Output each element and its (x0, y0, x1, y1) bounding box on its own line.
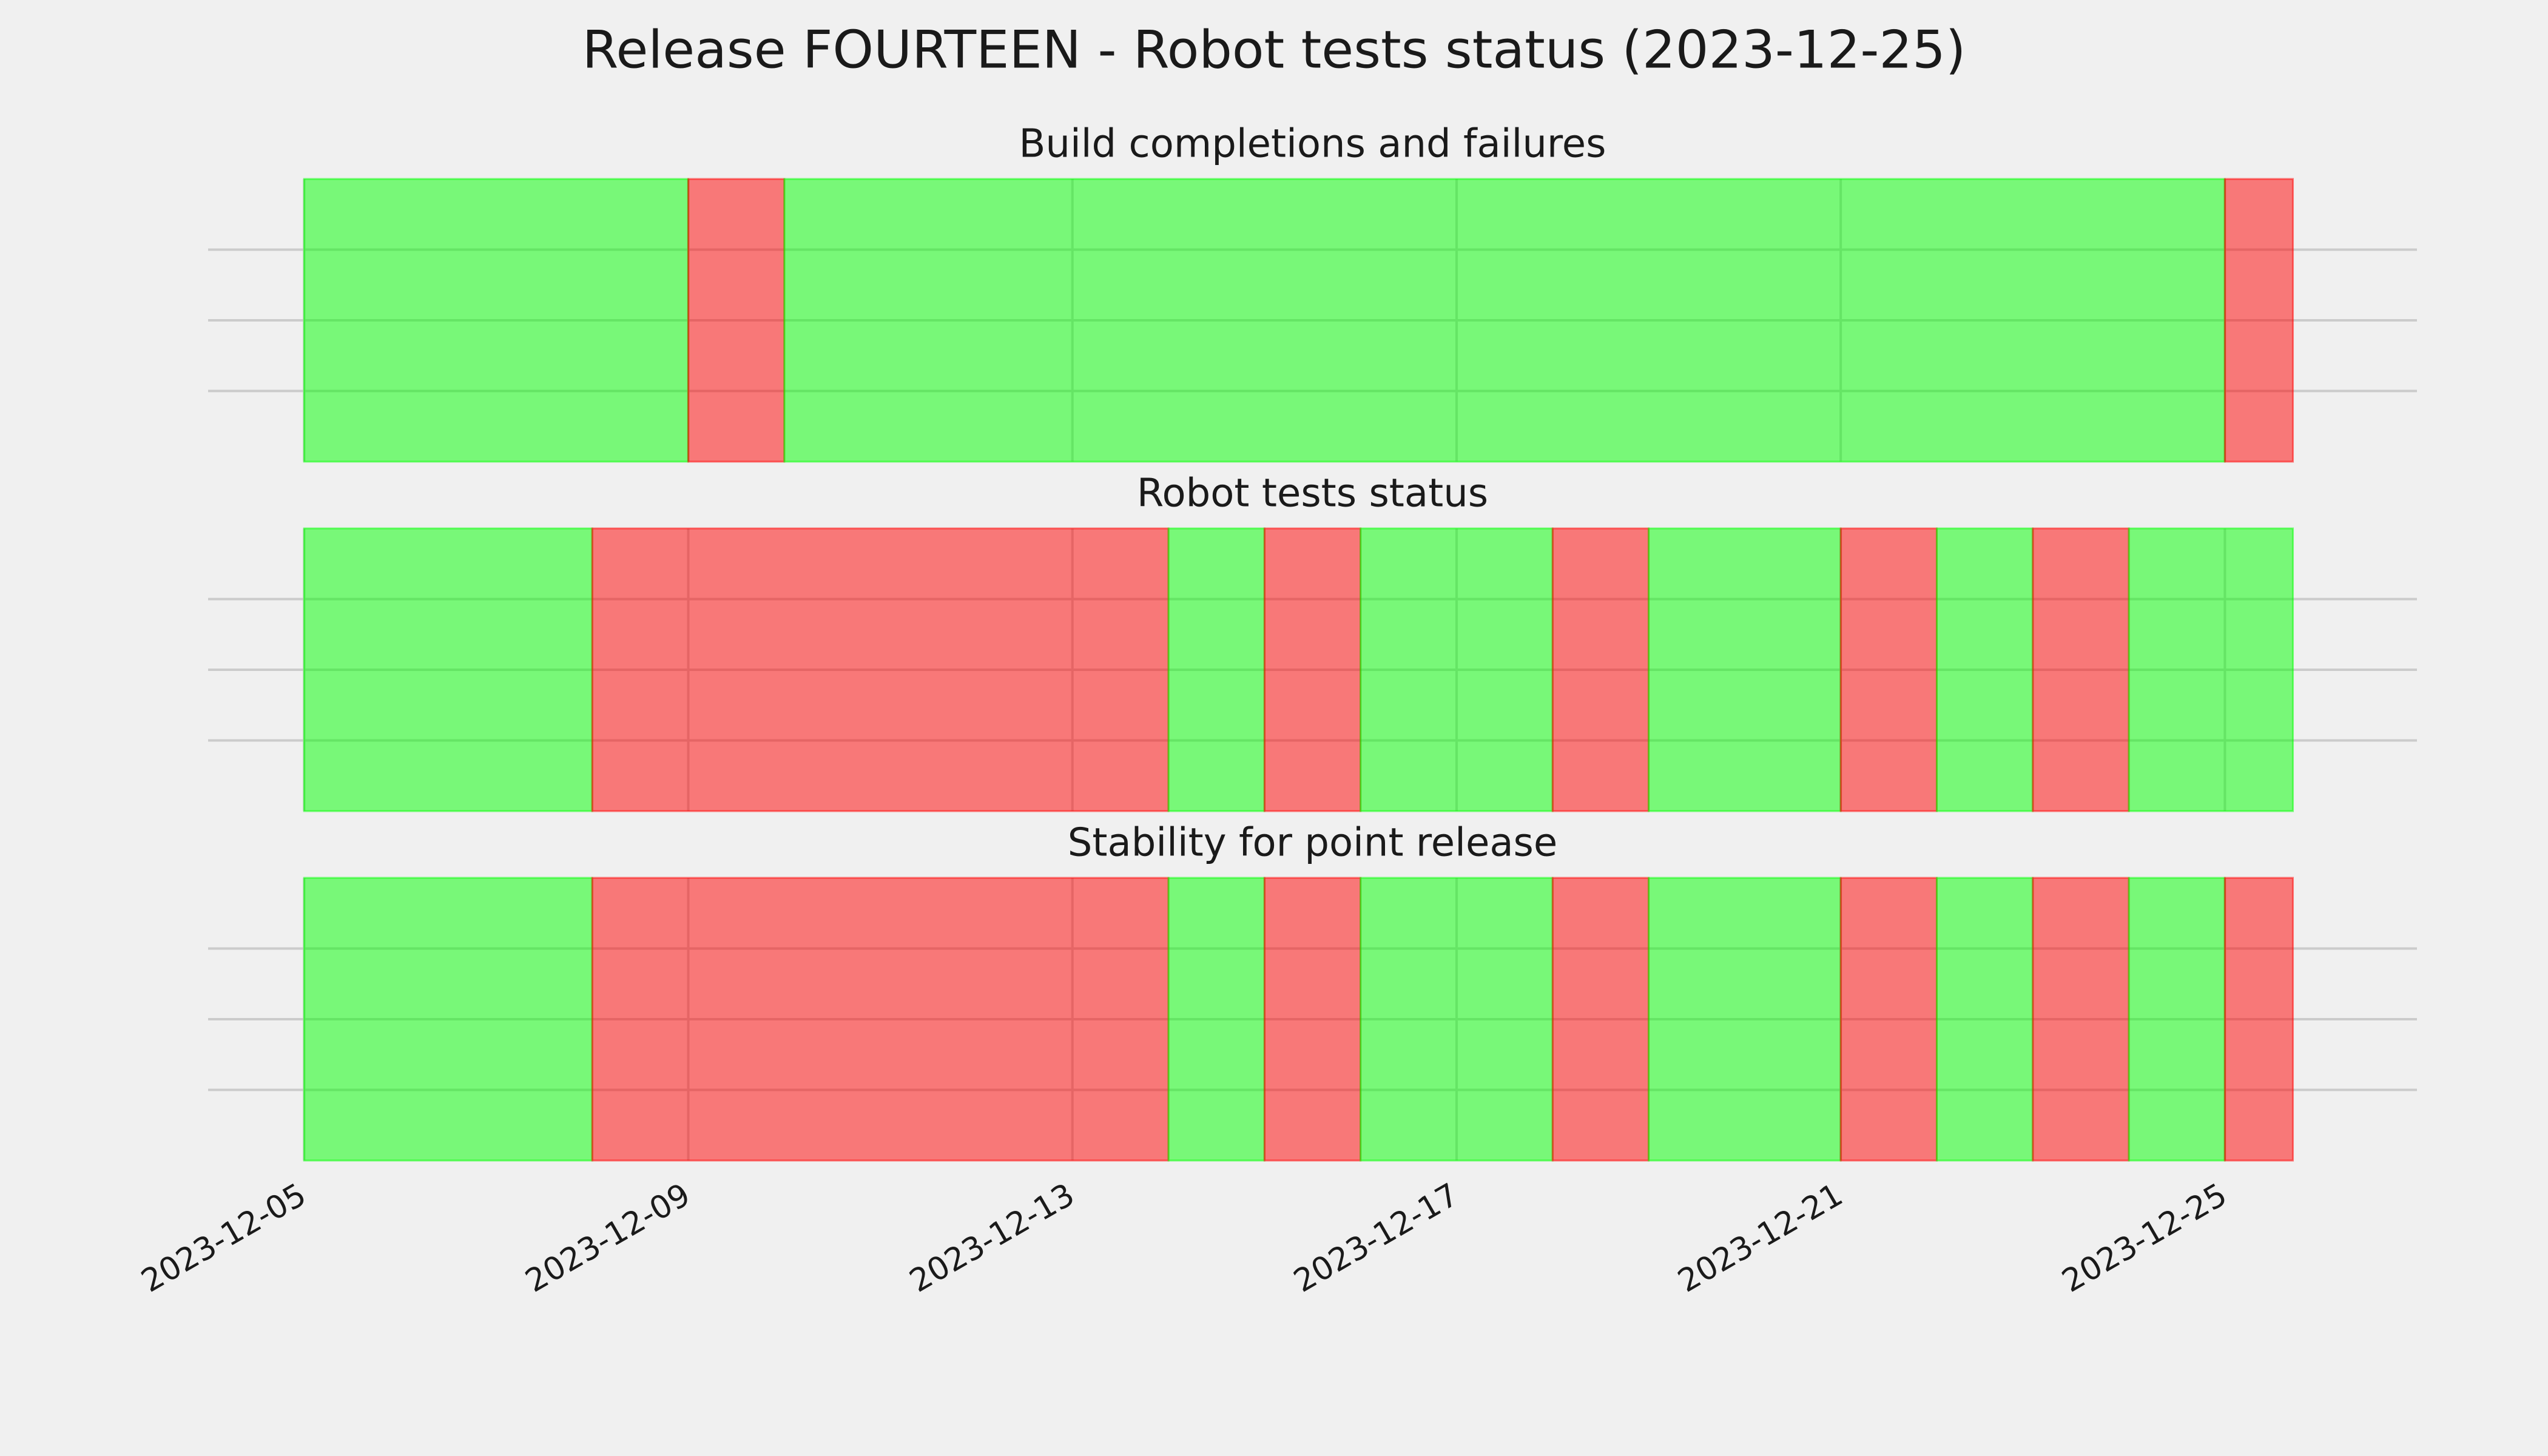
panel-title: Build completions and failures (1019, 122, 1606, 167)
status-span (1935, 527, 2034, 812)
status-span (687, 178, 786, 463)
status-span (1648, 877, 1842, 1162)
status-span (303, 178, 690, 463)
status-span (2223, 877, 2294, 1162)
panel-title: Robot tests status (1137, 471, 1488, 516)
panel-title: Stability for point release (1068, 821, 1558, 866)
status-span (1263, 877, 1362, 1162)
status-span (1551, 527, 1650, 812)
status-span (2128, 877, 2226, 1162)
status-span (2223, 178, 2294, 463)
status-span (1360, 877, 1554, 1162)
status-span (1263, 527, 1362, 812)
status-span (1839, 877, 1938, 1162)
status-span (1839, 527, 1938, 812)
status-span (1167, 877, 1266, 1162)
chart-title: Release FOURTEEN - Robot tests status (2… (582, 19, 1966, 80)
status-span (2032, 527, 2130, 812)
status-span (591, 527, 1170, 812)
status-span (303, 877, 593, 1162)
status-span (2128, 527, 2294, 812)
status-span (1167, 527, 1266, 812)
status-span (783, 178, 2226, 463)
status-span (1935, 877, 2034, 1162)
status-span (2032, 877, 2130, 1162)
status-span (303, 527, 593, 812)
status-span (591, 877, 1170, 1162)
status-span (1551, 877, 1650, 1162)
status-span (1360, 527, 1554, 812)
status-span (1648, 527, 1842, 812)
